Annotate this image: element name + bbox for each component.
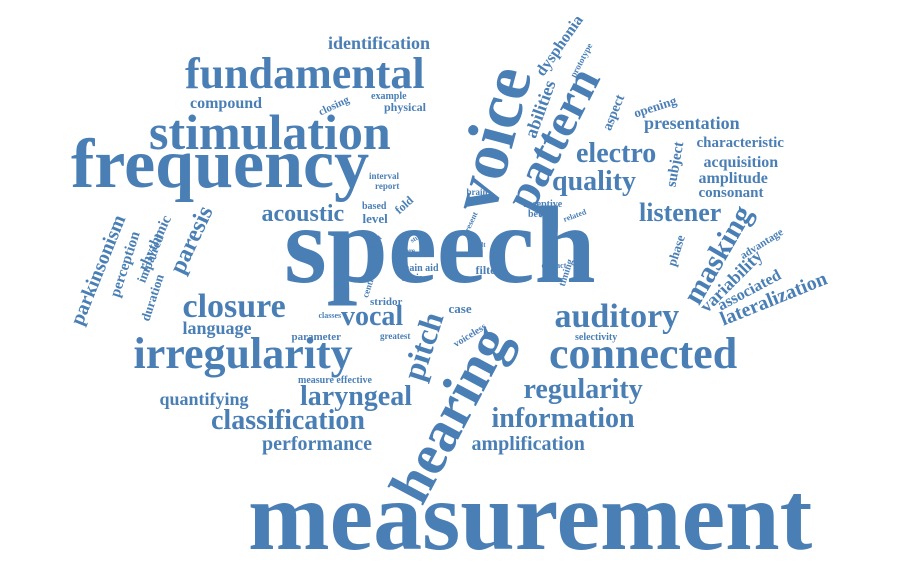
word-quality: quality (552, 166, 637, 197)
word-phase: phase (663, 233, 688, 268)
word-greatest: greatest (380, 331, 411, 341)
word-characteristic: characteristic (696, 135, 784, 151)
word-speech: speech (284, 184, 596, 306)
word-quantifying: quantifying (159, 389, 249, 409)
word-based: based (362, 201, 387, 212)
word-better: better (528, 209, 554, 220)
word-information: information (491, 403, 635, 434)
word-consonant: consonant (698, 185, 764, 201)
word-acquisition: acquisition (703, 154, 779, 171)
word-classes: classes (318, 311, 342, 320)
word-language: language (182, 318, 252, 338)
word-compound: compound (190, 95, 263, 112)
word-closure: closure (182, 288, 286, 325)
word-electro: electro (576, 138, 657, 169)
word-selectivity: selectivity (575, 332, 618, 343)
word-measure-effective: measure effective (298, 375, 372, 386)
word-performance: performance (262, 433, 372, 455)
word-basis: basis (401, 273, 423, 284)
word-acoustic: acoustic (261, 201, 345, 227)
word-parameter: parameter (291, 331, 341, 343)
word-identification: identification (328, 33, 430, 53)
word-frequency: frequency (71, 126, 370, 203)
word-laryngeal: laryngeal (300, 381, 412, 412)
word-report: report (375, 181, 400, 191)
word-aspect: aspect (599, 92, 628, 133)
word-auditory: auditory (554, 298, 680, 335)
word-more: more (399, 247, 415, 255)
word-vocal: vocal (341, 301, 404, 332)
word-regularity: regularity (523, 374, 643, 405)
word-listener: listener (639, 198, 722, 227)
word-measurement: measurement (248, 463, 813, 564)
word-connected: connected (549, 329, 738, 378)
word-subject: subject (663, 140, 688, 189)
word-receptive: receptive (523, 199, 563, 210)
word-main-aid: main aid (401, 263, 439, 274)
word-interval: interval (369, 171, 399, 181)
word-stimulation: stimulation (149, 104, 391, 160)
word-presentation: presentation (644, 113, 740, 133)
word-brain: brain (466, 187, 488, 197)
word-filter: filter (475, 263, 501, 277)
word-paresis: paresis (164, 202, 219, 278)
word-case: case (448, 301, 472, 316)
word-level: level (362, 211, 388, 226)
word-irregularity: irregularity (133, 329, 353, 378)
word-contact: contact (541, 261, 567, 270)
word-physical: physical (384, 100, 427, 114)
word-amplitude: amplitude (698, 170, 768, 187)
word-example: example (371, 91, 407, 102)
word-fundamental: fundamental (185, 49, 425, 98)
word-amplification: amplification (471, 433, 585, 455)
word-adult: adult (470, 241, 486, 249)
word-stridor: stridor (370, 296, 403, 308)
word-classification: classification (211, 405, 365, 436)
